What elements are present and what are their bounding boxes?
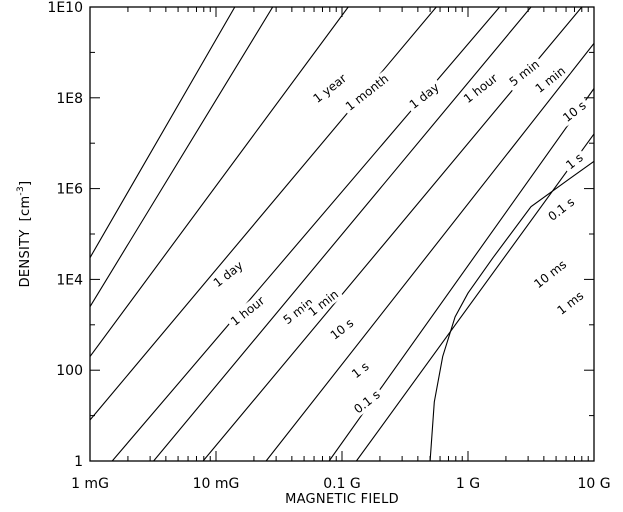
contour-label-bg xyxy=(340,69,394,116)
contour-label-bg xyxy=(404,78,445,114)
contour-label: 1 hour xyxy=(225,291,270,331)
contour-label: 1 s xyxy=(560,148,589,175)
contour-label-bg xyxy=(557,96,592,127)
contour-label-bg xyxy=(308,69,352,108)
x-tick-label: 10 G xyxy=(577,476,610,492)
series-line xyxy=(90,7,274,307)
contour-label-text: 10 ms xyxy=(531,257,569,291)
contour-label: 1 day xyxy=(208,256,249,292)
contour-label-bg xyxy=(552,286,589,320)
axis-ticks xyxy=(89,6,595,462)
contour-label-bg xyxy=(543,192,580,226)
y-axis-unit-close: ] xyxy=(18,181,33,186)
y-axis-title-main: DENSITY xyxy=(18,229,33,287)
series-line xyxy=(429,160,594,461)
contour-label: 1 day xyxy=(404,78,445,114)
contour-label-text: 1 year xyxy=(310,71,349,106)
y-tick-label: 100 xyxy=(56,363,83,379)
contour-label: 1 s xyxy=(346,357,375,384)
contour-label: 1 hour xyxy=(458,69,503,108)
contour-label: 10 s xyxy=(325,314,359,345)
contour-label-text: 1 min xyxy=(306,287,341,319)
y-tick-label: 1E4 xyxy=(56,272,83,288)
series-line xyxy=(90,7,349,357)
contour-label-bg xyxy=(348,385,386,419)
contour-label-bg xyxy=(346,357,375,384)
series-line xyxy=(111,7,501,461)
x-tick-label: 1 mG xyxy=(71,476,109,492)
series-line xyxy=(355,133,594,461)
contour-label: 0.1 s xyxy=(348,385,386,419)
y-axis-unit-base: [cm xyxy=(18,196,33,222)
series-line xyxy=(153,7,532,461)
contour-label-bg xyxy=(458,69,503,108)
contour-label-text: 1 month xyxy=(343,72,391,114)
x-axis-title: MAGNETIC FIELD xyxy=(285,492,399,507)
series-line xyxy=(90,7,437,421)
series-line xyxy=(265,43,594,461)
contour-label-bg xyxy=(278,293,319,329)
contour-label: 0.1 s xyxy=(543,192,580,226)
contour-label-bg xyxy=(529,255,572,293)
contour-label-bg xyxy=(225,291,270,331)
contour-label: 1 ms xyxy=(552,286,589,320)
contour-label-bg xyxy=(530,61,571,98)
contour-label-bg xyxy=(560,148,589,175)
contour-label-bg xyxy=(504,55,545,91)
x-tick-label: 0.1 G xyxy=(323,476,361,492)
contour-label: 10 s xyxy=(557,96,592,127)
y-tick-label: 1E6 xyxy=(56,182,83,198)
contour-label-text: 1 hour xyxy=(228,294,267,329)
contour-label-text: 1 day xyxy=(407,80,442,112)
y-axis-unit-exponent: -3 xyxy=(16,186,26,196)
y-tick-label: 1E8 xyxy=(56,91,83,107)
contour-label-bg xyxy=(208,256,249,292)
y-axis-title: DENSITY [cm-3] xyxy=(16,181,33,288)
contour-label-bg xyxy=(303,285,344,321)
contour-label-text: 1 day xyxy=(211,258,246,290)
x-tick-label: 1 G xyxy=(456,476,480,492)
contour-label-text: 1 hour xyxy=(461,71,500,106)
series-line xyxy=(90,7,236,258)
y-tick-label: 1 xyxy=(74,454,83,470)
contour-label-bg xyxy=(325,314,359,345)
y-tick-label: 1E10 xyxy=(47,0,83,16)
contour-label: 10 ms xyxy=(529,255,572,293)
axis-tick-labels: 1 mG 10 mG 0.1 G 1 G 10 G 1 100 1E4 1E6 1E8 1E10 xyxy=(47,0,610,492)
x-tick-label: 10 mG xyxy=(193,476,240,492)
